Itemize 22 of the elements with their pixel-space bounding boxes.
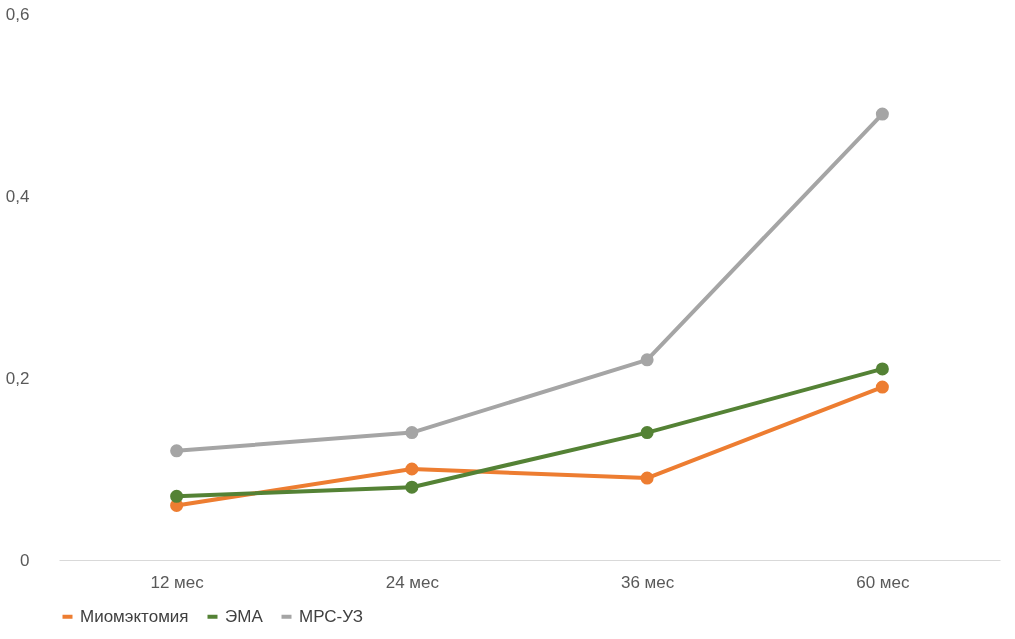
point: [640, 471, 654, 485]
point: [875, 362, 889, 376]
point: [405, 480, 419, 494]
legend-label: МРС-УЗ: [299, 606, 363, 626]
y-tick-label: 0,2: [5, 368, 30, 388]
legend-label: Миомэктомия: [80, 606, 189, 626]
x-tick-label: 12 мес: [150, 572, 205, 592]
x-tick-label: 24 мес: [385, 572, 440, 592]
legend-label: ЭМА: [225, 606, 264, 626]
point: [875, 107, 889, 121]
y-tick-label: 0,6: [5, 4, 30, 24]
y-tick-label: 0,4: [5, 186, 30, 206]
x-tick-label: 36 мес: [620, 572, 675, 592]
point: [170, 489, 184, 503]
point: [170, 444, 184, 458]
x-tick-label: 60 мес: [856, 572, 911, 592]
point: [640, 353, 654, 367]
point: [405, 462, 419, 476]
y-tick-label: 0: [20, 550, 30, 570]
point: [875, 380, 889, 394]
point: [640, 426, 654, 440]
point: [405, 426, 419, 440]
